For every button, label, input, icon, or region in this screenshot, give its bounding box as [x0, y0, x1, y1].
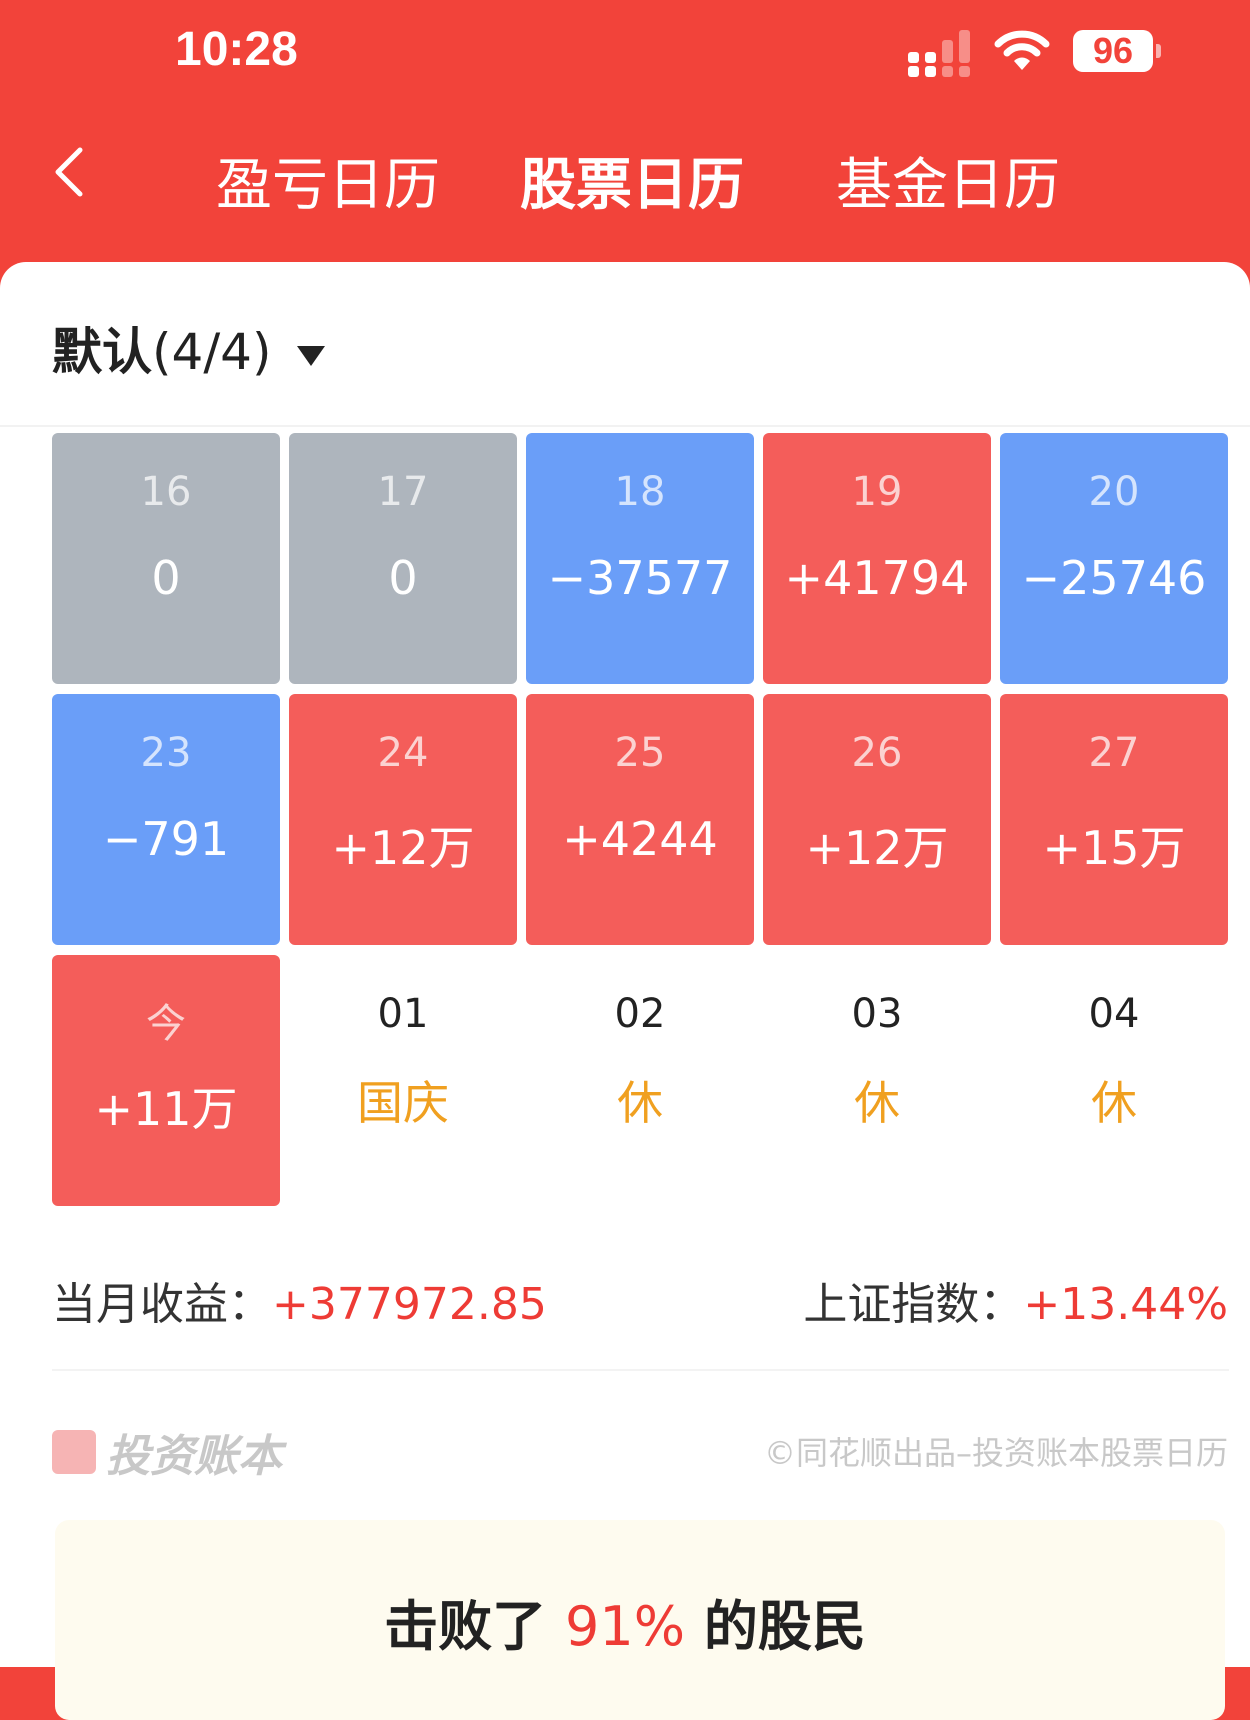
day-label: 01: [377, 991, 429, 1037]
day-label: 23: [140, 730, 192, 776]
day-value: +15万: [1042, 821, 1186, 875]
sse-index-value: +13.44%: [1023, 1279, 1228, 1330]
chevron-left-icon[interactable]: [44, 142, 104, 202]
calendar-day-cell[interactable]: 17 0: [289, 433, 517, 684]
calendar-day-cell[interactable]: 19 +41794: [763, 433, 991, 684]
day-label: 19: [851, 469, 903, 515]
tab-pnl-calendar[interactable]: 盈亏日历: [216, 153, 440, 218]
day-label: 04: [1088, 991, 1140, 1037]
clock: 10:28: [175, 23, 298, 76]
day-label: 16: [140, 469, 192, 515]
day-value: −791: [102, 812, 230, 866]
day-value: −37577: [547, 551, 733, 605]
calendar-day-cell[interactable]: 01 国庆: [289, 955, 517, 1206]
day-label: 25: [614, 730, 666, 776]
calendar-day-cell[interactable]: 今 +11万: [52, 955, 280, 1206]
status-bar: 10:28 96: [0, 0, 1250, 110]
day-label: 今: [146, 1001, 186, 1047]
day-value: 休: [854, 1076, 900, 1130]
logo-text: 投资账本: [106, 1431, 282, 1482]
wifi-icon: [994, 30, 1050, 70]
account-selector[interactable]: 默认(4/4): [52, 312, 326, 384]
calendar-day-cell[interactable]: 04 休: [1000, 955, 1228, 1206]
tab-fund-calendar[interactable]: 基金日历: [836, 153, 1060, 218]
day-value: +4244: [562, 812, 718, 866]
day-label: 27: [1088, 730, 1140, 776]
sse-index: 上证指数：+13.44%: [803, 1268, 1228, 1332]
calendar-day-cell[interactable]: 02 休: [526, 955, 754, 1206]
calendar-day-cell[interactable]: 20 −25746: [1000, 433, 1228, 684]
battery-icon: 96: [1073, 30, 1161, 72]
credit-text: ©同花顺出品–投资账本股票日历: [763, 1434, 1228, 1472]
calendar-day-cell[interactable]: 23 −791: [52, 694, 280, 945]
calendar-day-cell[interactable]: 25 +4244: [526, 694, 754, 945]
day-label: 03: [851, 991, 903, 1037]
calendar-day-cell[interactable]: 18 −37577: [526, 433, 754, 684]
top-nav: 盈亏日历 股票日历 基金日历: [0, 130, 1250, 220]
calendar-day-cell[interactable]: 27 +15万: [1000, 694, 1228, 945]
calendar-day-cell[interactable]: 26 +12万: [763, 694, 991, 945]
day-label: 18: [614, 469, 666, 515]
day-label: 20: [1088, 469, 1140, 515]
day-value: +41794: [784, 551, 970, 605]
calendar-day-cell[interactable]: 03 休: [763, 955, 991, 1206]
monthly-return-value: +377972.85: [272, 1279, 547, 1330]
rank-suffix: 的股民: [685, 1595, 866, 1658]
chart-logo-icon: [52, 1430, 96, 1474]
calendar-day-cell[interactable]: 24 +12万: [289, 694, 517, 945]
day-value: 休: [617, 1076, 663, 1130]
calendar-sheet: 默认(4/4) 16 0 17 0 18 −37577 19 +41794 20 −25746 23…: [0, 262, 1250, 1720]
day-value: 休: [1091, 1076, 1137, 1130]
rank-text: 击败了 91% 的股民: [0, 1582, 1250, 1661]
sse-index-label: 上证指数：: [803, 1279, 1024, 1330]
day-label: 24: [377, 730, 429, 776]
monthly-return: 当月收益：+377972.85: [52, 1268, 547, 1332]
cellular-signal-icon: [908, 30, 974, 77]
monthly-return-label: 当月收益：: [52, 1279, 272, 1330]
day-value: +12万: [331, 821, 475, 875]
day-value: +11万: [94, 1082, 238, 1136]
account-count: (4/4): [152, 323, 272, 381]
divider: [0, 425, 1250, 427]
tab-stock-calendar[interactable]: 股票日历: [520, 153, 744, 218]
account-name: 默认: [52, 323, 152, 381]
calendar-day-cell[interactable]: 16 0: [52, 433, 280, 684]
day-value: +12万: [805, 821, 949, 875]
day-value: 0: [151, 551, 181, 605]
rank-prefix: 击败了: [384, 1595, 565, 1658]
day-label: 17: [377, 469, 429, 515]
day-value: 0: [388, 551, 418, 605]
day-value: −25746: [1021, 551, 1207, 605]
day-label: 26: [851, 730, 903, 776]
caret-down-icon: [297, 345, 326, 366]
divider: [52, 1369, 1229, 1371]
day-value: 国庆: [357, 1076, 449, 1130]
app-logo: 投资账本: [52, 1420, 282, 1484]
rank-percent: 91%: [564, 1595, 686, 1658]
day-label: 02: [614, 991, 666, 1037]
